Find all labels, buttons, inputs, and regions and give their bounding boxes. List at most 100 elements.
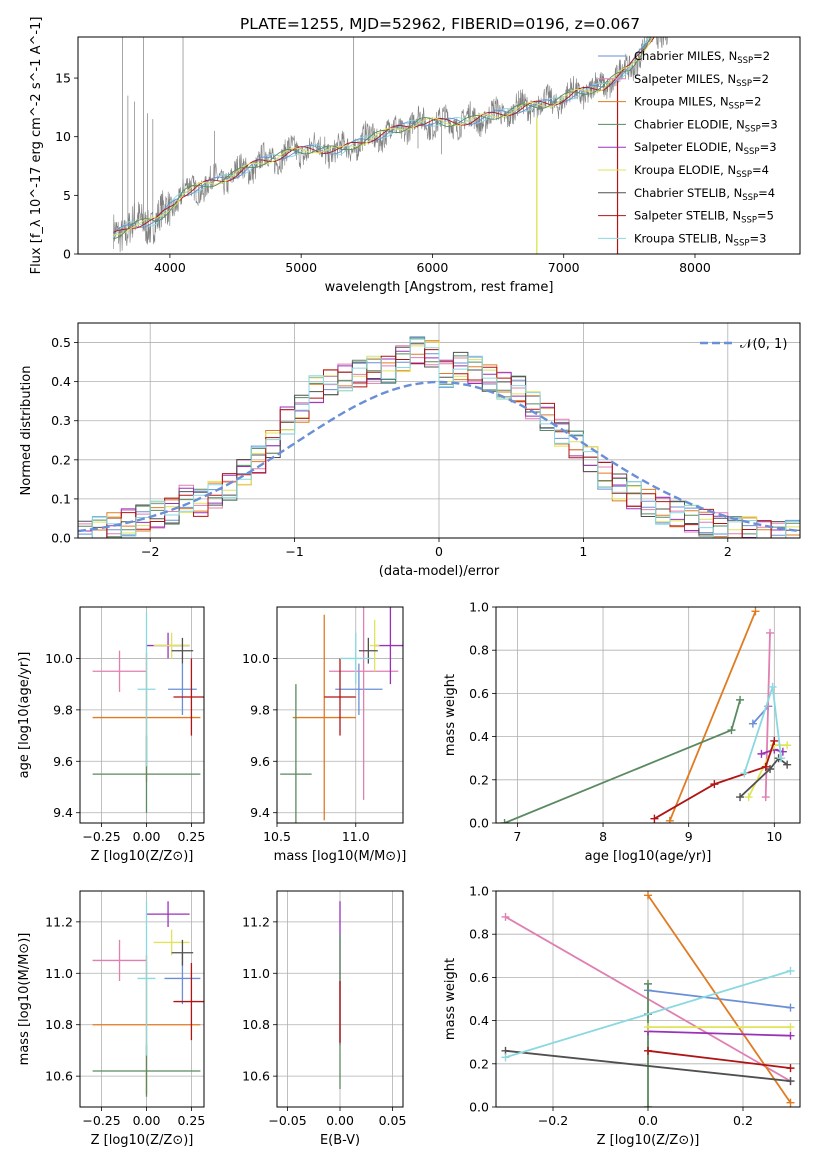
- age_vs_Z-ytick-label: 9.6: [53, 754, 73, 769]
- mass_vs_Z-ytick-label: 11.0: [45, 966, 73, 981]
- weight_vs_age-ytick-label: 1.0: [469, 600, 489, 615]
- model-kroupa_elodie: [113, 37, 654, 236]
- spectrum-ylabel: Flux [f_λ 10^-17 erg cm^-2 s^-1 A^-1]: [29, 17, 44, 275]
- spectrum-xtick-label: 5000: [285, 260, 317, 275]
- marker-chabrier_elodie: [500, 819, 509, 823]
- model-chabrier_miles: [113, 37, 654, 234]
- weight_vs_age-ytick-label: 0.4: [469, 729, 489, 744]
- weight_vs_Z-ytick-label: 0.2: [469, 1056, 489, 1071]
- marker-salpeter_miles: [501, 912, 510, 921]
- series-kroupa_miles: [668, 610, 757, 822]
- residuals-xtick-label: 0: [435, 544, 443, 559]
- age_vs_mass-ytick-label: 9.8: [250, 702, 270, 717]
- legend-sub: SSP: [737, 56, 753, 66]
- weight_vs_age-axes: 7 8 9 10 0.0 0.2 0.4 0.6 0.8 1.0 age [log10(age/yr…: [443, 600, 801, 864]
- legend-label: Kroupa STELIB, NSSP=3: [634, 231, 766, 248]
- residuals-ytick-label: 0.0: [51, 531, 71, 546]
- mass_vs_Z-xtick-label: −0.25: [82, 1113, 120, 1128]
- residuals-ytick-label: 0.2: [51, 452, 71, 467]
- legend-sub: SSP: [736, 170, 752, 180]
- spectrum-ytick-label: 5: [63, 188, 71, 203]
- age_vs_mass-plot-area: [280, 607, 403, 823]
- mass_vs_Z-ylabel: mass [log10(M/M⊙)]: [17, 933, 32, 1066]
- age_vs_mass-xtick-label: 11.0: [342, 829, 370, 844]
- marker-kroupa_stelib: [740, 769, 749, 778]
- mass_vs_Z-xtick-label: 0.25: [177, 1113, 205, 1128]
- legend-suffix: =5: [757, 209, 774, 223]
- age_vs_Z-xlabel: Z [log10(Z/Z⊙)]: [91, 849, 194, 864]
- legend-sub: SSP: [744, 147, 760, 157]
- legend-label: Salpeter ELODIE, NSSP=3: [634, 140, 777, 157]
- weight_vs_age-plot-area: [500, 607, 792, 823]
- age_vs_Z-ylabel: age [log10(age/yr)]: [17, 652, 32, 779]
- residuals-axes: −2 −1 0 1 2 0.0 0.1 0.2 0.3 0.4 0.5 (data-model)/er…: [19, 322, 801, 579]
- spectrum-frame: [77, 36, 801, 255]
- spectrum-xtick-label: 6000: [417, 260, 449, 275]
- legend-suffix: =3: [761, 117, 778, 131]
- series-chabrier_stelib: [505, 1049, 791, 1082]
- legend-label: Kroupa ELODIE, NSSP=4: [634, 163, 769, 180]
- legend-label: Kroupa MILES, NSSP=2: [634, 95, 761, 112]
- legend-sub: SSP: [741, 216, 757, 226]
- marker-chabrier_miles: [748, 719, 757, 728]
- marker-kroupa_stelib: [786, 966, 795, 975]
- mass_vs_Z-plot-area: [92, 901, 204, 1097]
- weight_vs_age-ytick-label: 0.8: [469, 643, 489, 658]
- age_vs_mass-xtick-label: 10.5: [263, 829, 291, 844]
- spectrum-plot-area: [113, 37, 668, 254]
- residuals-ylabel: Normed distribution: [19, 366, 34, 496]
- weight_vs_age-frame: [495, 606, 801, 824]
- legend-sub: SSP: [736, 79, 752, 89]
- series-salpeter_stelib: [647, 1049, 791, 1069]
- spectrum-ytick-label: 0: [63, 247, 71, 262]
- legend-suffix: =3: [749, 231, 766, 245]
- model-salpeter_stelib: [113, 37, 655, 233]
- marker-salpeter_stelib: [710, 780, 719, 789]
- observed-spectrum: [113, 37, 668, 253]
- marker-kroupa_miles: [644, 891, 652, 900]
- weight_vs_Z-xtick-label: 0.2: [733, 1113, 753, 1128]
- marker-chabrier_miles: [786, 1003, 795, 1012]
- marker-kroupa_miles: [786, 1098, 795, 1107]
- weight_vs_Z-xlabel: Z [log10(Z/Z⊙)]: [597, 1133, 700, 1148]
- series-kroupa_miles: [647, 894, 792, 1104]
- figure-title: PLATE=1255, MJD=52962, FIBERID=0196, z=0…: [240, 15, 640, 33]
- weight_vs_age-xtick-label: 10: [766, 829, 782, 844]
- legend-label: Salpeter STELIB, NSSP=5: [634, 209, 774, 226]
- series-chabrier_elodie: [504, 699, 741, 823]
- weight_vs_Z-xtick-label: 0.0: [638, 1113, 658, 1128]
- spectrum-ytick-label: 15: [55, 71, 71, 86]
- weight_vs_age-xtick-label: 8: [599, 829, 607, 844]
- age_vs_mass-xlabel: mass [log10(M/M⊙)]: [274, 849, 407, 864]
- marker-chabrier_elodie: [644, 1103, 652, 1107]
- marker-salpeter_stelib: [786, 1064, 795, 1073]
- residuals-ytick-label: 0.1: [51, 491, 71, 506]
- spectrum-xtick-label: 7000: [548, 260, 580, 275]
- legend-suffix: =2: [752, 72, 769, 86]
- weight_vs_Z-plot-area: [501, 891, 795, 1107]
- marker-kroupa_elodie: [783, 741, 792, 750]
- weight_vs_Z-frame: [495, 890, 801, 1108]
- marker-kroupa_stelib: [501, 1053, 510, 1062]
- residuals-ytick-label: 0.3: [51, 413, 71, 428]
- marker-chabrier_elodie: [644, 979, 652, 988]
- age_vs_mass-axes: 10.5 11.0 9.4 9.6 9.8 10.0 mass [log10(M/M⊙)]: [242, 606, 407, 864]
- mass_vs_Z-ytick-label: 10.6: [45, 1069, 73, 1084]
- spectrum-xlabel: wavelength [Angstrom, rest frame]: [325, 280, 554, 295]
- marker-chabrier_stelib: [783, 760, 792, 769]
- mass_vs_ebv-axes: −0.05 0.00 0.05 10.6 10.8 11.0 11.2 E(B-V): [242, 890, 406, 1148]
- marker-kroupa_stelib: [777, 754, 786, 763]
- legend-label: Chabrier ELODIE, NSSP=3: [634, 117, 778, 134]
- mass_vs_Z-frame: [79, 890, 205, 1108]
- mass_vs_Z-ytick-label: 11.2: [45, 914, 73, 929]
- series-kroupa_stelib: [505, 970, 791, 1059]
- mass_vs_ebv-xtick-label: 0.00: [326, 1113, 354, 1128]
- weight_vs_age-xlabel: age [log10(age/yr)]: [585, 849, 712, 864]
- marker-salpeter_stelib: [644, 1046, 652, 1055]
- marker-kroupa_elodie: [744, 793, 753, 802]
- mass_vs_ebv-ytick-label: 11.0: [242, 966, 270, 981]
- residuals-ytick-label: 0.4: [51, 374, 71, 389]
- age_vs_mass-ytick-label: 9.6: [250, 754, 270, 769]
- weight_vs_Z-ytick-label: 0.8: [469, 927, 489, 942]
